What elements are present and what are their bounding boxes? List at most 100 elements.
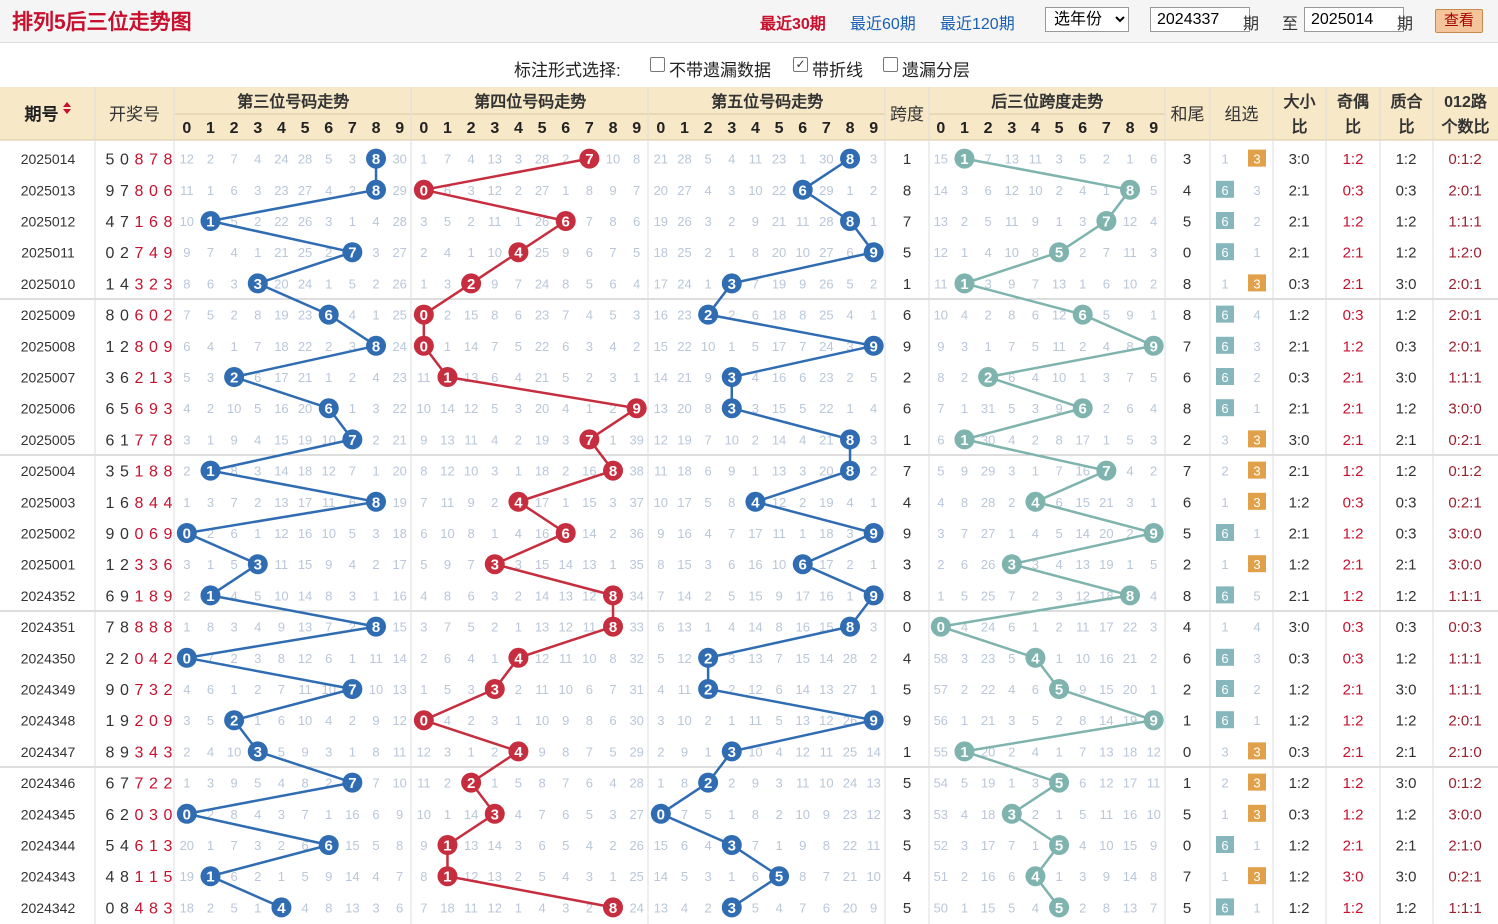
ball-st (1096, 211, 1117, 231)
ball-number-st: 1 (960, 432, 968, 449)
issue-number: 2025011 (21, 245, 75, 261)
draw-digit: 0 (106, 900, 115, 917)
miss-value: 2 (515, 432, 522, 447)
ball-number-st: 1 (960, 276, 968, 293)
digit-header-st-9: 9 (1149, 120, 1158, 137)
from-period-input[interactable] (1150, 7, 1250, 32)
miss-value: 3 (231, 276, 238, 291)
option-checkbox-no-miss[interactable] (650, 57, 665, 72)
miss-value: 6 (231, 183, 238, 198)
miss-value: 7 (799, 339, 806, 354)
miss-value: 2 (705, 245, 712, 260)
group-miss-6: 1 (1221, 869, 1228, 884)
miss-value: 1 (1008, 526, 1015, 541)
miss-value: 20 (298, 401, 312, 416)
miss-value: 6 (301, 838, 308, 853)
group-badge-3-label: 3 (1253, 495, 1260, 510)
span-value: 5 (903, 682, 911, 699)
miss-value: 18 (981, 807, 995, 822)
miss-value: 3 (609, 807, 616, 822)
period-link-120[interactable]: 最近120期 (940, 16, 1015, 33)
draw-digit: 8 (135, 495, 144, 512)
miss-value: 3 (1150, 245, 1157, 260)
ball-number-st: 9 (1150, 526, 1158, 543)
draw-digit: 3 (149, 682, 158, 699)
ball-st (930, 616, 951, 637)
miss-value: 26 (819, 276, 833, 291)
ball-number-pos4: 2 (467, 775, 475, 792)
to-period-input[interactable] (1304, 7, 1404, 32)
miss-value: 18 (677, 464, 691, 479)
group-badge-6-label: 6 (1221, 651, 1228, 666)
digit-header-pos3-2: 2 (230, 120, 239, 137)
miss-value: 2 (207, 900, 214, 915)
period-link-60[interactable]: 最近60期 (850, 16, 916, 33)
miss-value: 2 (372, 276, 379, 291)
miss-value: 5 (1103, 308, 1110, 323)
odd-even-ratio: 1:2 (1343, 588, 1364, 605)
miss-value: 11 (749, 152, 763, 167)
ball-pos5 (698, 647, 719, 668)
miss-value: 2 (705, 713, 712, 728)
ball-pos5 (792, 554, 813, 575)
miss-value: 7 (207, 651, 214, 666)
miss-value: 7 (752, 838, 759, 853)
miss-value: 11 (1029, 152, 1043, 167)
miss-value: 6 (633, 214, 640, 229)
header-big-small-line2: 比 (1291, 118, 1307, 136)
odd-even-ratio: 3:0 (1343, 869, 1364, 886)
miss-value: 3 (1079, 869, 1086, 884)
group-badge-6-label: 6 (1221, 900, 1228, 915)
group-badge-6-label: 6 (1221, 526, 1228, 541)
miss-value: 4 (586, 838, 593, 853)
miss-value: 17 (392, 557, 406, 572)
miss-value: 5 (301, 869, 308, 884)
ball-pos5 (863, 523, 884, 543)
route012-ratio: 1:1:1 (1448, 370, 1481, 387)
miss-value: 2 (1103, 152, 1110, 167)
ball-pos4 (484, 803, 505, 824)
miss-value: 2 (562, 152, 569, 167)
miss-value: 13 (298, 620, 312, 635)
span-value: 8 (903, 182, 911, 199)
year-select[interactable]: 选年份 (1045, 7, 1129, 32)
miss-value: 25 (392, 308, 406, 323)
miss-value: 19 (274, 308, 288, 323)
odd-even-ratio: 0:3 (1343, 307, 1364, 324)
issue-number: 2024344 (21, 838, 76, 854)
group-badge-6 (1216, 586, 1234, 604)
miss-value: 19 (298, 432, 312, 447)
miss-value: 7 (301, 807, 308, 822)
miss-value: 1 (609, 432, 616, 447)
sort-down-icon (63, 109, 71, 114)
miss-value: 5 (372, 838, 379, 853)
route012-ratio: 0:1:2 (1448, 775, 1481, 792)
ball-number-pos3: 6 (325, 307, 333, 324)
miss-value: 12 (582, 588, 596, 603)
group-badge-3 (1248, 804, 1266, 822)
ball-pos5 (863, 710, 884, 731)
miss-value: 3 (562, 900, 569, 915)
option-checkbox-polyline[interactable]: ✓ (793, 57, 808, 72)
miss-value: 1 (468, 744, 475, 759)
group-badge-6 (1216, 305, 1234, 323)
route012-ratio: 1:1:1 (1448, 900, 1481, 917)
draw-digit: 7 (149, 152, 158, 169)
miss-value: 18 (298, 464, 312, 479)
miss-value: 2 (207, 152, 214, 167)
group-badge-3 (1248, 742, 1266, 760)
group-badge-3-label: 3 (1253, 464, 1260, 479)
miss-value: 10 (934, 308, 948, 323)
period-link-30[interactable]: 最近30期 (760, 16, 826, 33)
span-value: 1 (903, 151, 911, 168)
query-button[interactable]: 查看 (1435, 9, 1483, 33)
miss-value: 16 (981, 869, 995, 884)
miss-value: 21 (981, 713, 995, 728)
ball-number-pos3: 0 (183, 650, 191, 667)
miss-value: 2 (562, 464, 569, 479)
draw-digit: 0 (135, 651, 144, 668)
miss-value: 30 (392, 152, 406, 167)
digit-header-pos5-8: 8 (846, 120, 855, 137)
miss-value: 18 (180, 900, 194, 915)
option-checkbox-layered[interactable] (883, 57, 898, 72)
